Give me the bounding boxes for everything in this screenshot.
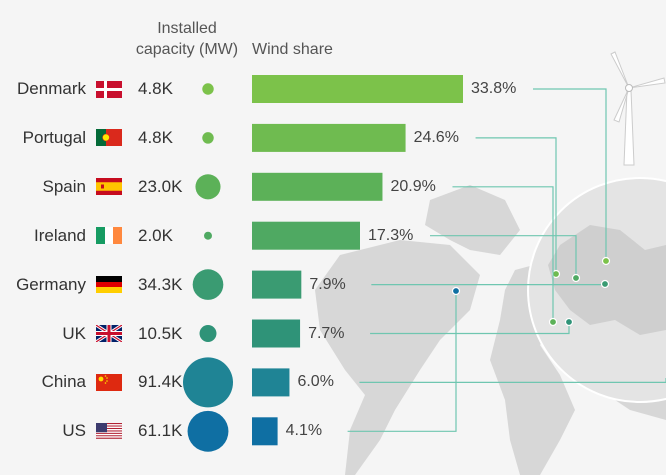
map-dot-uk [564, 317, 574, 327]
country-label-portugal: Portugal [22, 127, 86, 147]
capacity-bubble-spain [195, 174, 221, 200]
capacity-label-portugal: 4.8K [138, 127, 173, 147]
share-bar-ireland [252, 221, 360, 250]
capacity-label-china: 91.4K [138, 372, 183, 392]
map-dot-germany [600, 279, 610, 289]
flag-us-icon [96, 422, 122, 439]
share-bar-portugal [252, 123, 406, 152]
share-bar-germany [252, 270, 302, 299]
share-label-china: 6.0% [297, 373, 334, 391]
capacity-bubble-germany [192, 269, 224, 300]
country-label-us: US [62, 421, 86, 441]
flag-germany-icon [96, 276, 122, 294]
share-label-portugal: 24.6% [413, 128, 459, 146]
leader-line-denmark [533, 88, 607, 261]
leader-line-portugal [475, 137, 557, 274]
share-bars [252, 75, 463, 446]
capacity-header-line1: Installed [157, 20, 217, 37]
wind-turbine-icon [610, 51, 666, 166]
share-bar-uk [252, 319, 301, 348]
capacity-bubble-us [187, 410, 229, 452]
world-map [315, 177, 666, 475]
country-label-uk: UK [62, 323, 86, 343]
map-dot-ireland [571, 273, 581, 283]
europe-shape [548, 225, 666, 335]
capacity-bubble-denmark [202, 83, 214, 95]
share-label-spain: 20.9% [390, 177, 436, 195]
country-label-denmark: Denmark [17, 79, 86, 98]
flag-denmark-icon [96, 80, 122, 98]
map-dot-spain [548, 317, 558, 327]
leader-lines [347, 88, 666, 432]
country-label-germany: Germany [16, 274, 86, 294]
capacity-bubble-ireland [204, 231, 212, 240]
share-label-us: 4.1% [285, 422, 323, 440]
flag-spain-icon [96, 178, 122, 196]
capacity-label-spain: 23.0K [138, 176, 183, 196]
capacity-bubble-uk [199, 325, 217, 342]
share-label-uk: 7.7% [308, 324, 345, 342]
capacity-header-line2: capacity (MW) [135, 41, 239, 58]
share-label-ireland: 17.3% [367, 226, 414, 244]
share-bar-us [252, 417, 278, 446]
flag-uk-icon [96, 325, 122, 342]
capacity-bubbles [183, 83, 233, 452]
leader-line-germany [371, 284, 606, 286]
flag-ireland-icon [96, 227, 122, 245]
capacity-label-uk: 10.5K [138, 323, 183, 343]
wind-share-column-header: Wind share [252, 41, 333, 58]
map-dot-us [451, 286, 461, 296]
leader-line-us [347, 291, 457, 432]
capacity-label-germany: 34.3K [138, 274, 183, 294]
flag-portugal-icon [96, 129, 122, 147]
greenland-shape [425, 185, 520, 255]
share-bar-spain [252, 172, 383, 201]
capacity-label-denmark: 4.8K [138, 79, 173, 98]
country-label-spain: Spain [42, 176, 86, 196]
leader-line-china [359, 378, 666, 383]
map-dot-denmark [601, 256, 611, 266]
capacity-label-us: 61.1K [138, 421, 183, 441]
americas-shape [315, 240, 480, 475]
capacity-label-ireland: 2.0K [138, 225, 173, 245]
share-bar-denmark [252, 75, 463, 103]
capacity-bubble-china [183, 357, 233, 408]
share-bar-china [252, 368, 290, 397]
country-label-ireland: Ireland [34, 225, 86, 245]
share-label-denmark: 33.8% [471, 80, 517, 97]
capacity-bubble-portugal [202, 132, 214, 144]
flag-china-icon [96, 373, 122, 391]
share-label-germany: 7.9% [309, 275, 346, 293]
capacity-column-header: Installed capacity (MW) [126, 18, 248, 60]
country-label-china: China [41, 372, 86, 392]
leader-line-spain [452, 186, 554, 322]
leader-line-ireland [429, 235, 577, 278]
